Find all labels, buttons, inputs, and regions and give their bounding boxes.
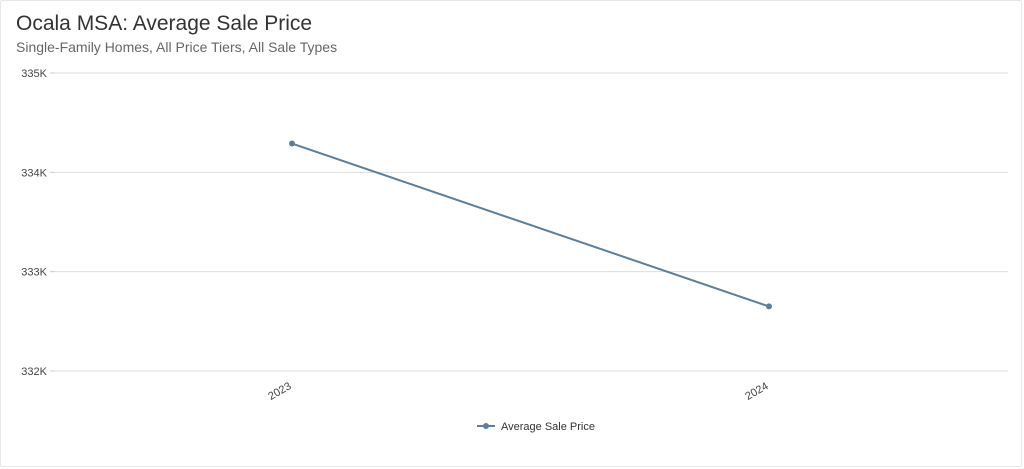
chart-title: Ocala MSA: Average Sale Price	[16, 12, 313, 35]
y-tick-label: 334K	[21, 167, 47, 179]
data-point[interactable]	[766, 303, 772, 310]
series-layer	[289, 140, 772, 310]
x-tick-label: 2023	[266, 380, 293, 403]
y-tick-label: 332K	[21, 366, 47, 378]
x-axis: 2023 2024	[266, 380, 770, 403]
legend[interactable]: Average Sale Price	[477, 421, 595, 433]
y-axis: 332K 333K 334K 335K	[21, 68, 55, 378]
y-tick-label: 335K	[21, 68, 47, 80]
legend-swatch-marker	[483, 423, 489, 429]
gridlines	[55, 72, 1008, 372]
data-point[interactable]	[289, 140, 295, 147]
x-tick-label: 2024	[743, 380, 770, 403]
legend-label[interactable]: Average Sale Price	[501, 421, 595, 433]
chart-subtitle: Single-Family Homes, All Price Tiers, Al…	[16, 39, 338, 55]
series-line	[291, 142, 770, 308]
y-tick-label: 333K	[21, 267, 47, 279]
